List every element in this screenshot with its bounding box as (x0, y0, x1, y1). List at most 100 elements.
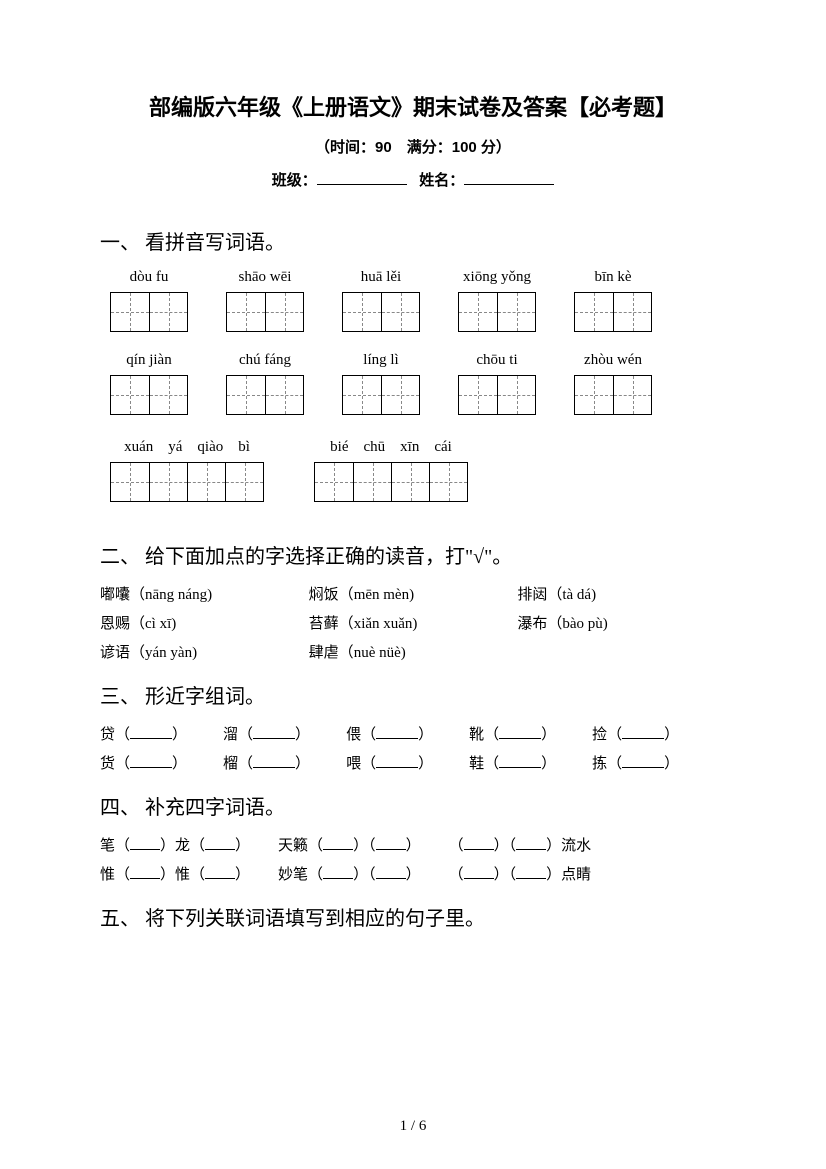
char-box[interactable] (429, 463, 467, 501)
char-box[interactable] (381, 376, 419, 414)
pinyin-group: bīn kè (574, 269, 652, 332)
section-4-body: 笔（）龙（） 天籁（）（） （）（）流水惟（）惟（）妙笔（）（）（）（）点睛 (100, 834, 726, 884)
char-boxes[interactable] (110, 462, 264, 502)
pinyin-label: chú fáng (239, 352, 291, 369)
char-box[interactable] (575, 376, 613, 414)
char-box[interactable] (497, 376, 535, 414)
char-boxes[interactable] (110, 292, 188, 332)
char-box[interactable] (459, 376, 497, 414)
idiom-item: 笔（）龙（） (100, 838, 250, 854)
char-box[interactable] (111, 376, 149, 414)
reading-item: 苔藓（xiǎn xuǎn) (309, 612, 518, 633)
char-box[interactable] (613, 376, 651, 414)
pinyin-group: huā lěi (342, 269, 420, 332)
section-5-title: 五、 将下列关联词语填写到相应的句子里。 (100, 902, 726, 931)
char-box[interactable] (111, 463, 149, 501)
pinyin-label: xiōng yǒng (463, 269, 531, 286)
char-boxes[interactable] (110, 375, 188, 415)
section-2-body: 嘟囔（nāng náng)焖饭（mēn mèn)排闼（tà dá) 恩赐（cì x… (100, 583, 726, 662)
word-pair-item: 榴（） (223, 752, 310, 773)
pinyin-group: chú fáng (226, 352, 304, 415)
pinyin-row: qín jiàn chú fáng líng lì chōu ti zhòu wén (100, 352, 726, 415)
reading-item: 嘟囔（nāng náng) (100, 583, 309, 604)
char-box[interactable] (227, 293, 265, 331)
name-label: 姓名： (419, 172, 464, 189)
pinyin-label: xuán yá qiào bì (124, 435, 250, 456)
word-pair-item: 偎（） (346, 723, 433, 744)
word-pair-item: 捡（） (592, 723, 679, 744)
idiom-item: （）（）点睛 (449, 867, 592, 883)
char-boxes[interactable] (574, 375, 652, 415)
idiom-row: 惟（）惟（）妙笔（）（）（）（）点睛 (100, 863, 726, 884)
word-pair-row: 货（） 榴（） 喂（） 鞋（） 拣（） (100, 752, 726, 773)
section-4-title: 四、 补充四字词语。 (100, 791, 726, 820)
section-3-title: 三、 形近字组词。 (100, 680, 726, 709)
word-pair-item: 货（） (100, 752, 187, 773)
char-box[interactable] (575, 293, 613, 331)
char-box[interactable] (381, 293, 419, 331)
word-pair-item: 鞋（） (469, 752, 556, 773)
idiom-row: 笔（）龙（） 天籁（）（） （）（）流水 (100, 834, 726, 855)
name-blank[interactable] (464, 170, 554, 185)
char-boxes[interactable] (226, 292, 304, 332)
student-fields: 班级： 姓名： (100, 169, 726, 190)
pinyin-label: bié chū xīn cái (330, 435, 452, 456)
reading-item: 焖饭（mēn mèn) (309, 583, 518, 604)
word-pair-item: 拣（） (592, 752, 679, 773)
pinyin-group: xuán yá qiào bì (110, 435, 264, 502)
char-boxes[interactable] (342, 292, 420, 332)
char-box[interactable] (315, 463, 353, 501)
char-box[interactable] (149, 463, 187, 501)
char-box[interactable] (111, 293, 149, 331)
pinyin-label: líng lì (363, 352, 398, 369)
pinyin-group: shāo wēi (226, 269, 304, 332)
char-boxes[interactable] (458, 375, 536, 415)
char-box[interactable] (613, 293, 651, 331)
section-1-body: dòu fu shāo wēi huā lěi xiōng yǒng bīn kè qín… (100, 269, 726, 522)
word-pair-row: 贷（）溜（）偎（）靴（）捡（） (100, 723, 726, 744)
char-box[interactable] (353, 463, 391, 501)
char-box[interactable] (149, 376, 187, 414)
pinyin-row: xuán yá qiào bì bié chū xīn cái (100, 435, 726, 502)
reading-item: 瀑布（bào pù) (517, 612, 726, 633)
char-boxes[interactable] (574, 292, 652, 332)
char-box[interactable] (187, 463, 225, 501)
page-number: 1 / 6 (0, 1118, 826, 1135)
char-box[interactable] (497, 293, 535, 331)
reading-item: 排闼（tà dá) (517, 583, 726, 604)
char-boxes[interactable] (458, 292, 536, 332)
class-blank[interactable] (317, 170, 407, 185)
char-box[interactable] (459, 293, 497, 331)
word-pair-item: 靴（） (469, 723, 556, 744)
char-box[interactable] (227, 376, 265, 414)
reading-row: 嘟囔（nāng náng)焖饭（mēn mèn)排闼（tà dá) (100, 583, 726, 604)
pinyin-group: zhòu wén (574, 352, 652, 415)
pinyin-label: chōu ti (476, 352, 517, 369)
pinyin-label: shāo wēi (239, 269, 292, 286)
char-box[interactable] (265, 293, 303, 331)
char-boxes[interactable] (342, 375, 420, 415)
char-boxes[interactable] (226, 375, 304, 415)
exam-subtitle: （时间：90 满分：100 分） (100, 136, 726, 157)
char-box[interactable] (343, 376, 381, 414)
pinyin-group: líng lì (342, 352, 420, 415)
reading-item: 谚语（yán yàn) (100, 641, 309, 662)
pinyin-group: dòu fu (110, 269, 188, 332)
idiom-item: （）（）流水 (449, 838, 592, 854)
char-box[interactable] (265, 376, 303, 414)
char-box[interactable] (149, 293, 187, 331)
reading-item: 肆虐（nuè nüè) (309, 641, 518, 662)
char-boxes[interactable] (314, 462, 468, 502)
reading-item: 恩赐（cì xī) (100, 612, 309, 633)
char-box[interactable] (343, 293, 381, 331)
pinyin-group: chōu ti (458, 352, 536, 415)
char-box[interactable] (225, 463, 263, 501)
pinyin-row: dòu fu shāo wēi huā lěi xiōng yǒng bīn kè (100, 269, 726, 332)
reading-row: 谚语（yán yàn)肆虐（nuè nüè) (100, 641, 726, 662)
idiom-item: 天籁（）（） (278, 838, 421, 854)
word-pair-item: 喂（） (346, 752, 433, 773)
pinyin-group: xiōng yǒng (458, 269, 536, 332)
char-box[interactable] (391, 463, 429, 501)
section-3-body: 贷（）溜（）偎（）靴（）捡（）货（）榴（）喂（）鞋（）拣（） (100, 723, 726, 773)
pinyin-group: qín jiàn (110, 352, 188, 415)
